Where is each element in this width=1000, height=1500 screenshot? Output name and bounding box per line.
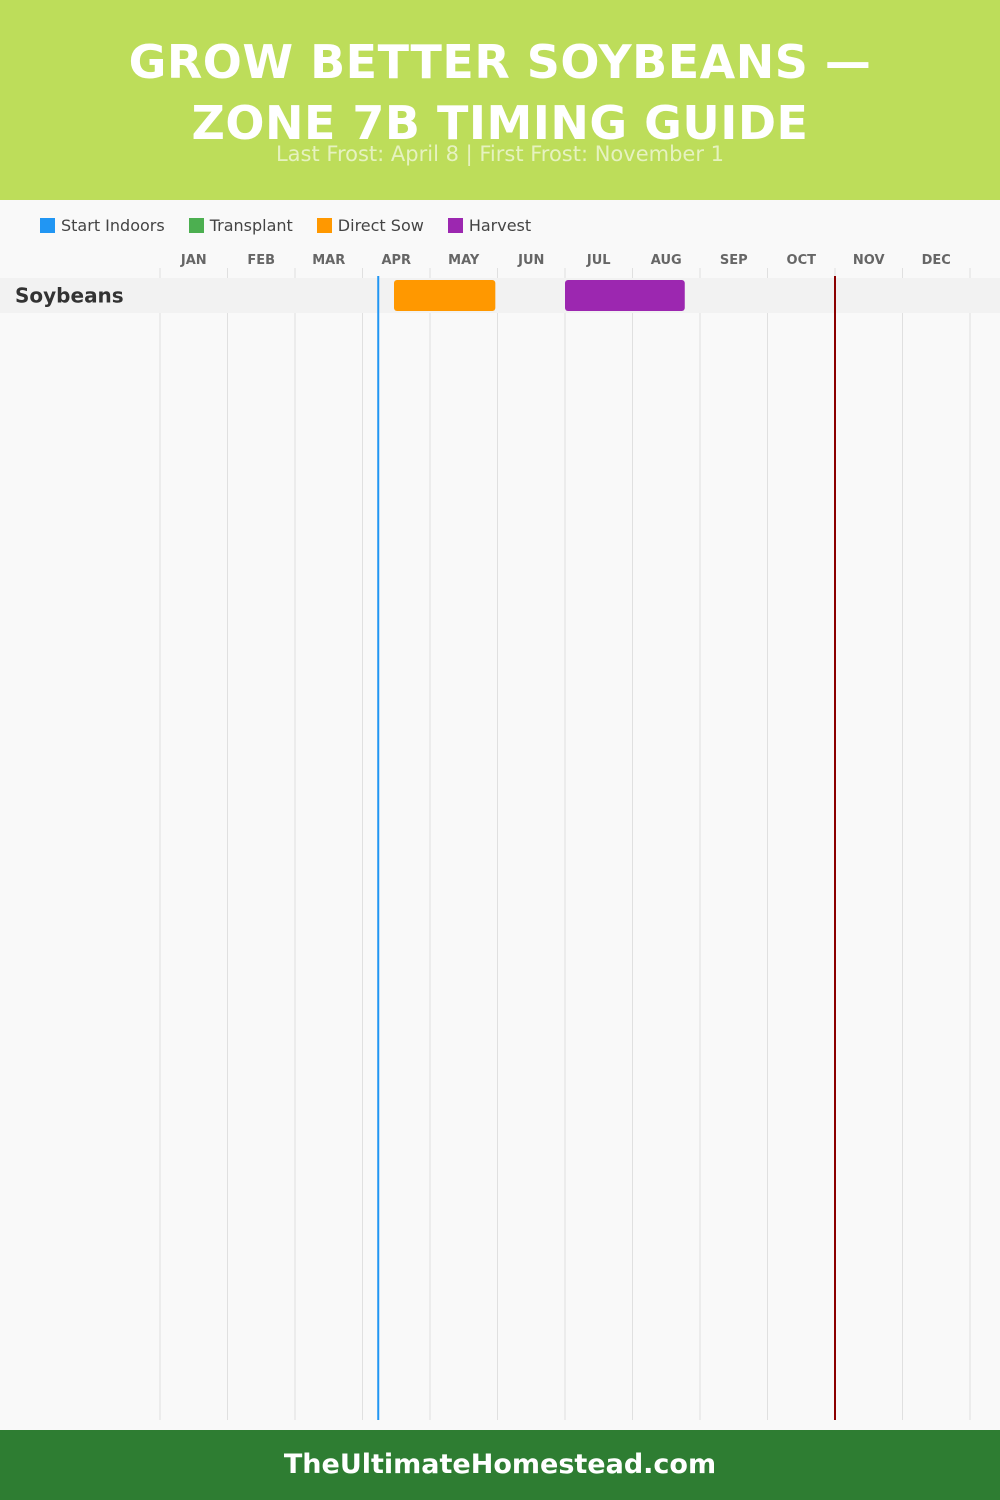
footer-website: TheUltimateHomestead.com — [283, 1449, 717, 1480]
month-label-apr: APR — [381, 253, 411, 268]
month-label-mar: MAR — [312, 253, 345, 268]
month-label-nov: NOV — [853, 253, 885, 268]
page-title: GROW BETTER SOYBEANS — ZONE 7B TIMING GU… — [0, 32, 1000, 154]
month-label-jul: JUL — [586, 253, 611, 268]
legend-label-transplant: Transplant — [209, 215, 293, 235]
legend-item-start-indoors: Start Indoors — [40, 216, 165, 235]
bar-direct-sow — [394, 280, 496, 311]
footer-banner: TheUltimateHomestead.com — [0, 1430, 1000, 1500]
legend-label-direct-sow: Direct Sow — [337, 215, 424, 235]
header-banner: GROW BETTER SOYBEANS — ZONE 7B TIMING GU… — [0, 0, 1000, 200]
legend-item-transplant: Transplant — [188, 215, 293, 235]
month-label-aug: AUG — [651, 253, 682, 268]
crop-label-soybeans: Soybeans — [15, 284, 124, 308]
title-line-2: ZONE 7B TIMING GUIDE — [191, 96, 809, 150]
legend-swatch-start-indoors — [40, 217, 55, 233]
title-line-1: GROW BETTER SOYBEANS — — [128, 35, 872, 89]
crop-row-background — [0, 278, 1000, 313]
month-label-jun: JUN — [517, 253, 544, 268]
month-label-may: MAY — [448, 253, 480, 268]
month-label-feb: FEB — [247, 253, 275, 268]
month-label-sep: SEP — [720, 253, 748, 268]
month-label-dec: DEC — [922, 253, 951, 268]
legend-swatch-transplant — [188, 217, 204, 233]
frost-dates-subtitle: Last Frost: April 8 | First Frost: Novem… — [275, 142, 725, 166]
legend-swatch-direct-sow — [316, 217, 332, 233]
legend-label-start-indoors: Start Indoors — [61, 215, 165, 235]
legend-item-direct-sow: Direct Sow — [316, 215, 424, 235]
legend-item-harvest: Harvest — [447, 215, 532, 235]
planting-calendar-chart: JAN FEB MAR APR MAY JUN JUL AUG SEP OCT NOV DEC Soyb… — [0, 253, 1000, 1420]
legend-swatch-harvest — [447, 217, 463, 233]
month-label-jan: JAN — [180, 253, 207, 268]
month-label-oct: OCT — [787, 253, 817, 268]
legend-label-harvest: Harvest — [468, 215, 532, 235]
chart-legend: Start Indoors Transplant Direct Sow Harv… — [40, 214, 555, 236]
bar-harvest — [565, 280, 685, 311]
